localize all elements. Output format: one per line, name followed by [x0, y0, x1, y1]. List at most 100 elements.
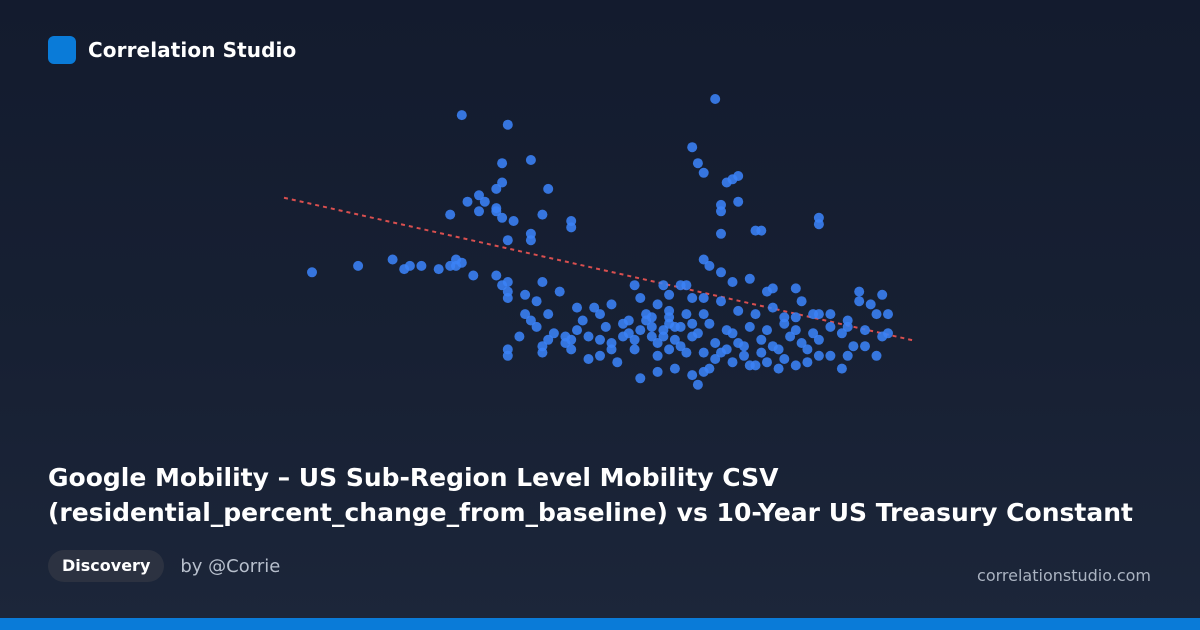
data-point: [629, 334, 640, 345]
data-point: [790, 283, 801, 294]
data-point: [698, 347, 709, 358]
data-point: [572, 302, 582, 313]
data-point: [514, 331, 525, 342]
data-point: [836, 363, 847, 374]
data-point: [687, 331, 698, 342]
data-point: [692, 158, 703, 169]
data-point: [445, 209, 456, 220]
data-point: [716, 228, 726, 239]
data-point: [543, 309, 554, 320]
data-point: [767, 283, 778, 294]
site-domain[interactable]: correlationstudio.com: [977, 566, 1151, 585]
data-point: [669, 321, 680, 332]
data-point: [756, 334, 767, 345]
data-point: [572, 325, 582, 336]
title-line-1: Google Mobility – US Sub-Region Level Mo…: [48, 463, 779, 492]
data-point: [600, 321, 611, 332]
data-point: [860, 341, 870, 352]
data-point: [733, 171, 744, 181]
data-point: [704, 318, 715, 329]
data-point: [433, 264, 444, 275]
data-point: [537, 209, 548, 220]
page-title: Google Mobility – US Sub-Region Level Mo…: [48, 460, 1148, 530]
data-point: [537, 347, 548, 358]
data-point: [883, 328, 893, 339]
data-point: [583, 331, 594, 342]
data-point: [658, 280, 669, 291]
data-point: [520, 309, 531, 320]
data-point: [416, 260, 427, 271]
brand[interactable]: Correlation Studio: [48, 36, 296, 64]
data-point: [813, 309, 824, 320]
data-point: [698, 254, 709, 265]
data-point: [623, 315, 634, 326]
data-point: [474, 206, 484, 217]
data-point: [779, 354, 790, 364]
scatter-chart: [283, 94, 915, 390]
data-point: [623, 328, 634, 339]
data-point: [808, 328, 819, 339]
data-point: [756, 347, 767, 358]
data-point: [566, 344, 577, 355]
data-point: [491, 270, 502, 281]
brand-logo-icon: [48, 36, 76, 64]
data-point: [716, 206, 726, 217]
data-point: [589, 302, 600, 313]
data-point: [652, 299, 663, 310]
data-point: [704, 260, 715, 271]
data-point: [721, 177, 732, 188]
data-point: [635, 325, 646, 336]
data-point: [704, 363, 715, 374]
data-point: [520, 289, 531, 300]
data-point: [595, 309, 605, 320]
data-point: [813, 334, 824, 345]
data-point: [687, 370, 698, 381]
data-point: [531, 321, 542, 332]
data-point: [543, 334, 554, 345]
data-point: [825, 309, 836, 320]
data-point: [606, 299, 617, 310]
data-point: [537, 277, 548, 287]
data-point: [525, 315, 536, 326]
data-point: [502, 235, 513, 246]
data-point: [865, 299, 876, 310]
data-point: [502, 344, 513, 355]
author-link[interactable]: by @Corrie: [180, 555, 281, 577]
data-point: [716, 296, 726, 307]
data-point: [652, 366, 663, 377]
data-point: [474, 190, 484, 201]
data-point: [836, 328, 847, 339]
data-point: [779, 312, 790, 323]
data-point: [871, 309, 882, 320]
data-point: [790, 312, 801, 323]
data-point: [531, 296, 542, 307]
meta-row: Discovery by @Corrie: [48, 550, 280, 582]
category-badge[interactable]: Discovery: [48, 550, 165, 582]
data-point: [733, 196, 744, 207]
data-point: [583, 354, 594, 364]
data-point: [491, 206, 502, 217]
data-point: [860, 325, 870, 336]
data-point: [842, 315, 853, 326]
data-point: [854, 286, 865, 297]
data-point: [497, 158, 508, 169]
data-point: [595, 334, 605, 345]
data-point: [762, 325, 772, 336]
title-line-2: (residential_percent_change_from_baselin…: [48, 498, 1133, 527]
data-point: [462, 196, 473, 207]
data-point: [854, 296, 865, 307]
data-point: [502, 119, 513, 130]
data-point: [692, 379, 703, 390]
data-point: [629, 344, 640, 355]
data-point: [813, 350, 824, 361]
brand-name: Correlation Studio: [88, 38, 297, 62]
data-point: [543, 183, 554, 194]
data-point: [877, 289, 888, 300]
data-point: [733, 338, 744, 348]
accent-bar: [0, 618, 1200, 630]
data-point: [733, 305, 744, 316]
data-point: [871, 350, 882, 361]
data-point: [716, 347, 726, 358]
data-point: [750, 360, 761, 371]
data-point: [491, 183, 502, 194]
